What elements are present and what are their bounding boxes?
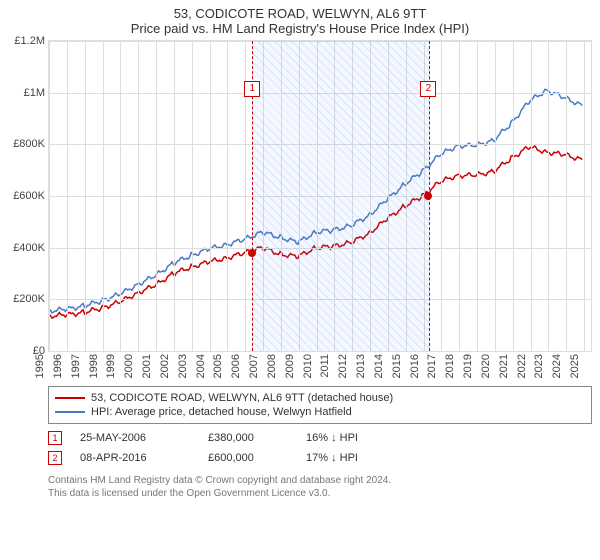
gridline-v xyxy=(441,41,442,351)
y-axis-label: £600K xyxy=(5,190,45,202)
footnote-line: This data is licensed under the Open Gov… xyxy=(48,487,592,500)
chart-plot: £0£200K£400K£600K£800K£1M£1.2M12 1995199… xyxy=(48,40,592,380)
gridline-v xyxy=(67,41,68,351)
x-axis-label: 2025 xyxy=(569,354,597,378)
gridline-v xyxy=(174,41,175,351)
event-marker-on-chart: 1 xyxy=(244,81,260,97)
gridline-v xyxy=(566,41,567,351)
event-price: £380,000 xyxy=(208,432,288,444)
sale-point-dot xyxy=(248,249,256,257)
event-marker: 2 xyxy=(48,451,62,465)
events-table: 1 25-MAY-2006 £380,000 16% ↓ HPI 2 08-AP… xyxy=(48,428,592,468)
event-price: £600,000 xyxy=(208,452,288,464)
gridline-v xyxy=(513,41,514,351)
event-date: 25-MAY-2006 xyxy=(80,432,190,444)
y-axis-label: £400K xyxy=(5,242,45,254)
y-axis-label: £1.2M xyxy=(5,35,45,47)
event-marker: 1 xyxy=(48,431,62,445)
footnote: Contains HM Land Registry data © Crown c… xyxy=(48,474,592,500)
gridline-v xyxy=(459,41,460,351)
gridline-v xyxy=(138,41,139,351)
legend: 53, CODICOTE ROAD, WELWYN, AL6 9TT (deta… xyxy=(48,386,592,424)
gridline-v xyxy=(120,41,121,351)
gridline-v xyxy=(103,41,104,351)
legend-label: 53, CODICOTE ROAD, WELWYN, AL6 9TT (deta… xyxy=(91,392,393,404)
y-axis-label: £200K xyxy=(5,293,45,305)
gridline-v xyxy=(548,41,549,351)
chart-container: 53, CODICOTE ROAD, WELWYN, AL6 9TT Price… xyxy=(0,0,600,560)
event-row: 1 25-MAY-2006 £380,000 16% ↓ HPI xyxy=(48,428,592,448)
sale-period-band xyxy=(252,41,430,351)
y-axis-label: £800K xyxy=(5,138,45,150)
gridline-v xyxy=(584,41,585,351)
page-subtitle: Price paid vs. HM Land Registry's House … xyxy=(0,21,600,40)
footnote-line: Contains HM Land Registry data © Crown c… xyxy=(48,474,592,487)
gridline-v xyxy=(156,41,157,351)
y-axis-label: £1M xyxy=(5,87,45,99)
event-pct: 17% ↓ HPI xyxy=(306,452,396,464)
event-marker-on-chart: 2 xyxy=(420,81,436,97)
gridline-v xyxy=(477,41,478,351)
event-date: 08-APR-2016 xyxy=(80,452,190,464)
legend-swatch xyxy=(55,411,85,413)
gridline-v xyxy=(192,41,193,351)
legend-label: HPI: Average price, detached house, Welw… xyxy=(91,406,352,418)
sale-point-dot xyxy=(424,192,432,200)
legend-swatch xyxy=(55,397,85,399)
gridline-v xyxy=(49,41,50,351)
gridline-v xyxy=(210,41,211,351)
gridline-v xyxy=(227,41,228,351)
page-title: 53, CODICOTE ROAD, WELWYN, AL6 9TT xyxy=(0,0,600,21)
event-row: 2 08-APR-2016 £600,000 17% ↓ HPI xyxy=(48,448,592,468)
plot-area: £0£200K£400K£600K£800K£1M£1.2M12 xyxy=(48,40,592,352)
legend-item: HPI: Average price, detached house, Welw… xyxy=(55,405,585,419)
event-pct: 16% ↓ HPI xyxy=(306,432,396,444)
gridline-v xyxy=(85,41,86,351)
gridline-v xyxy=(531,41,532,351)
legend-item: 53, CODICOTE ROAD, WELWYN, AL6 9TT (deta… xyxy=(55,391,585,405)
gridline-v xyxy=(495,41,496,351)
